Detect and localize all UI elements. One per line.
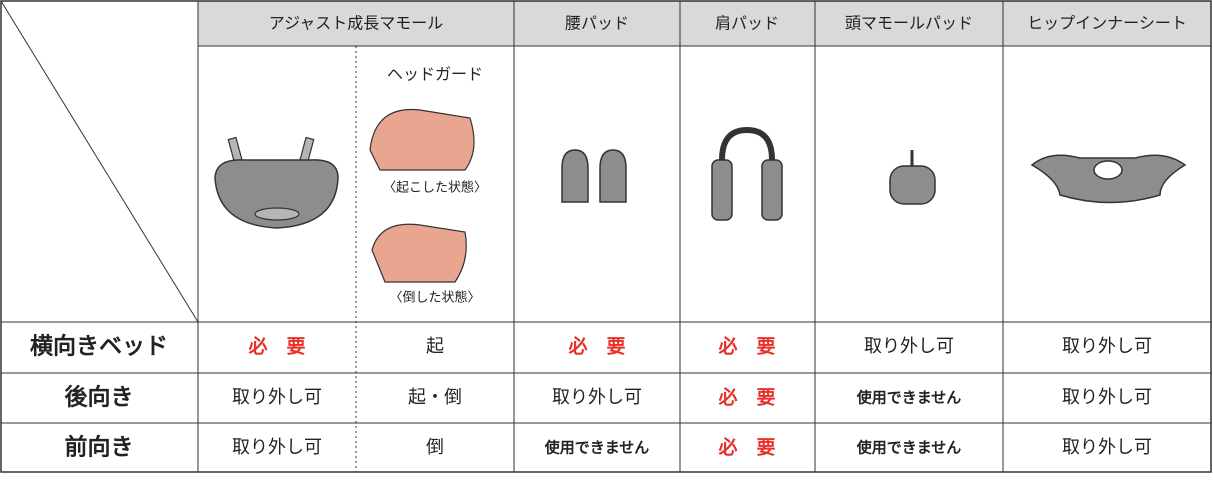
column-header: ヒップインナーシート — [1027, 14, 1187, 33]
column-header: アジャスト成長マモール — [269, 14, 444, 33]
cell: 必 要 — [247, 335, 305, 358]
illustration-shoulder-pad — [711, 126, 783, 221]
row-label: 後向き — [65, 384, 134, 411]
cell: 使用できません — [856, 439, 962, 457]
row-label: 前向き — [65, 434, 134, 461]
cell: 取り外し可 — [232, 437, 322, 458]
column-header: 腰パッド — [565, 14, 629, 33]
grid — [0, 0, 1212, 473]
cell: 必 要 — [717, 335, 775, 358]
row-label: 横向きベッド — [30, 333, 168, 360]
cell: 取り外し可 — [552, 387, 642, 408]
cell: 倒 — [426, 437, 444, 458]
cell: 起・倒 — [408, 387, 462, 408]
caption: 〈起こした状態〉 — [383, 180, 487, 196]
cell: 必 要 — [567, 335, 625, 358]
illustration-head-guard — [369, 108, 475, 283]
column-header: 頭マモールパッド — [845, 14, 973, 33]
cell: 使用できません — [856, 389, 962, 407]
column-header: 肩パッド — [715, 14, 779, 33]
header-bg — [198, 1, 1211, 46]
sub-label: ヘッドガード — [387, 65, 483, 84]
cell: 使用できません — [544, 439, 650, 457]
illustration-body-pad — [214, 136, 339, 229]
cell: 必 要 — [717, 436, 775, 459]
illustration-hip-seat — [1030, 154, 1187, 204]
cell: 取り外し可 — [864, 336, 954, 357]
cell: 取り外し可 — [1062, 336, 1152, 357]
cell: 取り外し可 — [1062, 387, 1152, 408]
caption: 〈倒した状態〉 — [389, 290, 480, 306]
illustration-head-pad — [889, 150, 936, 205]
cell: 起 — [426, 336, 444, 357]
illustration-waist-pad — [561, 149, 627, 203]
cell: 取り外し可 — [232, 387, 322, 408]
cell: 取り外し可 — [1062, 437, 1152, 458]
cell: 必 要 — [717, 386, 775, 409]
